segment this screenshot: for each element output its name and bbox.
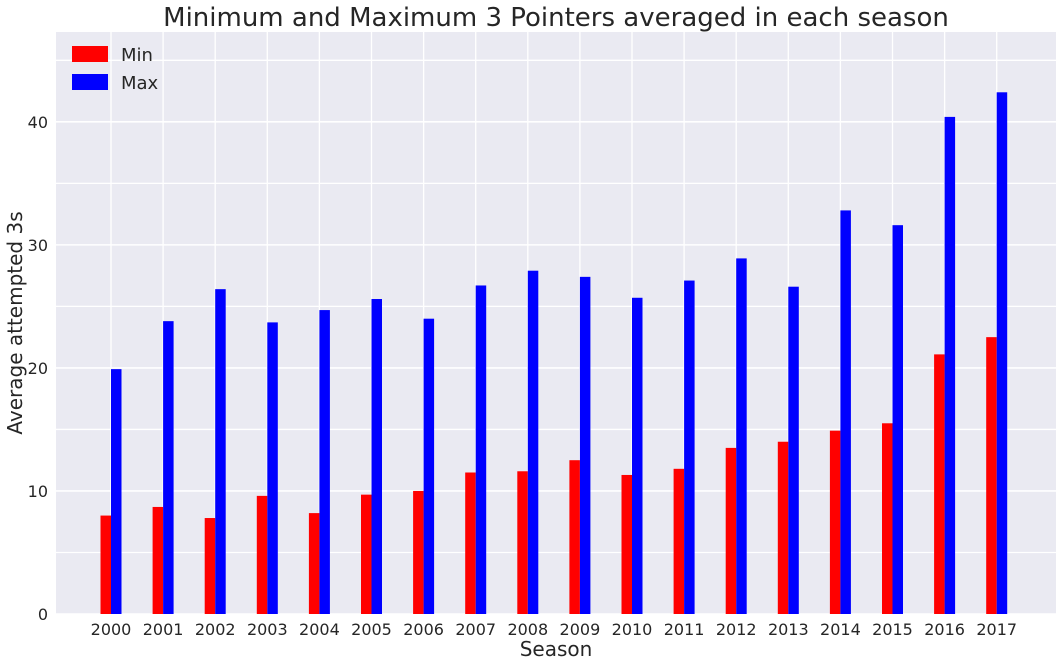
bar-max-2008	[527, 270, 539, 614]
bars	[100, 92, 1008, 615]
x-tick-label: 2005	[351, 620, 392, 639]
bar-max-2007	[475, 285, 487, 614]
bar-min-2000	[100, 515, 111, 614]
y-ticks: 0 10 20 30 40	[28, 113, 48, 624]
bar-max-2005	[371, 299, 382, 614]
bar-max-2010	[632, 297, 643, 614]
bar-min-2009	[569, 460, 580, 614]
x-tick-label: 2009	[560, 620, 601, 639]
bar-max-2015	[892, 225, 903, 615]
x-tick-label: 2011	[664, 620, 705, 639]
x-tick-label: 2013	[768, 620, 809, 639]
bar-max-2011	[684, 280, 695, 614]
x-tick-label: 2004	[299, 620, 340, 639]
bar-min-2001	[152, 506, 164, 614]
x-tick-label: 2007	[455, 620, 496, 639]
legend-swatch-max	[72, 74, 108, 90]
y-tick-label: 30	[28, 236, 48, 255]
bar-max-2014	[840, 210, 851, 615]
bar-min-2012	[725, 447, 737, 614]
bar-min-2016	[934, 354, 945, 614]
bar-min-2013	[777, 441, 789, 614]
bar-min-2015	[882, 423, 893, 614]
bar-min-2014	[829, 430, 841, 614]
bar-min-2011	[673, 468, 685, 614]
legend-swatch-min	[72, 46, 108, 62]
bar-max-2003	[267, 322, 278, 614]
bar-min-2004	[308, 513, 320, 614]
x-tick-label: 2000	[91, 620, 132, 639]
y-tick-label: 40	[28, 113, 48, 132]
y-tick-label: 0	[38, 605, 48, 624]
x-tick-label: 2014	[820, 620, 861, 639]
bar-max-2004	[319, 310, 330, 614]
bar-max-2017	[996, 92, 1008, 615]
bar-max-2013	[788, 286, 799, 614]
x-tick-label: 2003	[247, 620, 288, 639]
x-tick-label: 2002	[195, 620, 236, 639]
bar-min-2007	[465, 472, 476, 614]
bar-max-2006	[423, 318, 435, 614]
y-tick-label: 20	[28, 359, 48, 378]
bar-min-2017	[986, 337, 997, 614]
legend: Min Max	[72, 45, 159, 94]
bar-min-2003	[256, 495, 268, 614]
bar-max-2002	[215, 289, 226, 614]
x-tick-label: 2012	[716, 620, 757, 639]
x-tick-label: 2001	[143, 620, 184, 639]
chart-title: Minimum and Maximum 3 Pointers averaged …	[163, 3, 949, 33]
x-ticks: 2000 2001 2002 2003 2004 2005 2006 2007 2008 2009…	[91, 620, 1017, 639]
bar-min-2002	[204, 518, 216, 614]
x-axis-label: Season	[520, 637, 593, 661]
bar-max-2009	[579, 276, 591, 614]
bar-max-2012	[736, 258, 747, 614]
x-tick-label: 2006	[403, 620, 444, 639]
y-tick-label: 10	[28, 482, 48, 501]
legend-label-min: Min	[121, 45, 153, 66]
bar-min-2010	[621, 474, 632, 614]
x-tick-label: 2015	[872, 620, 913, 639]
x-tick-label: 2017	[976, 620, 1017, 639]
y-axis-label: Average attempted 3s	[3, 211, 27, 434]
x-tick-label: 2010	[612, 620, 653, 639]
bar-max-2016	[944, 116, 956, 614]
legend-label-max: Max	[121, 73, 159, 94]
bar-min-2008	[517, 471, 528, 614]
x-tick-label: 2008	[507, 620, 548, 639]
bar-max-2000	[111, 369, 122, 614]
bar-min-2005	[361, 494, 372, 614]
bar-max-2001	[163, 321, 174, 614]
x-tick-label: 2016	[924, 620, 965, 639]
bar-min-2006	[413, 490, 424, 614]
